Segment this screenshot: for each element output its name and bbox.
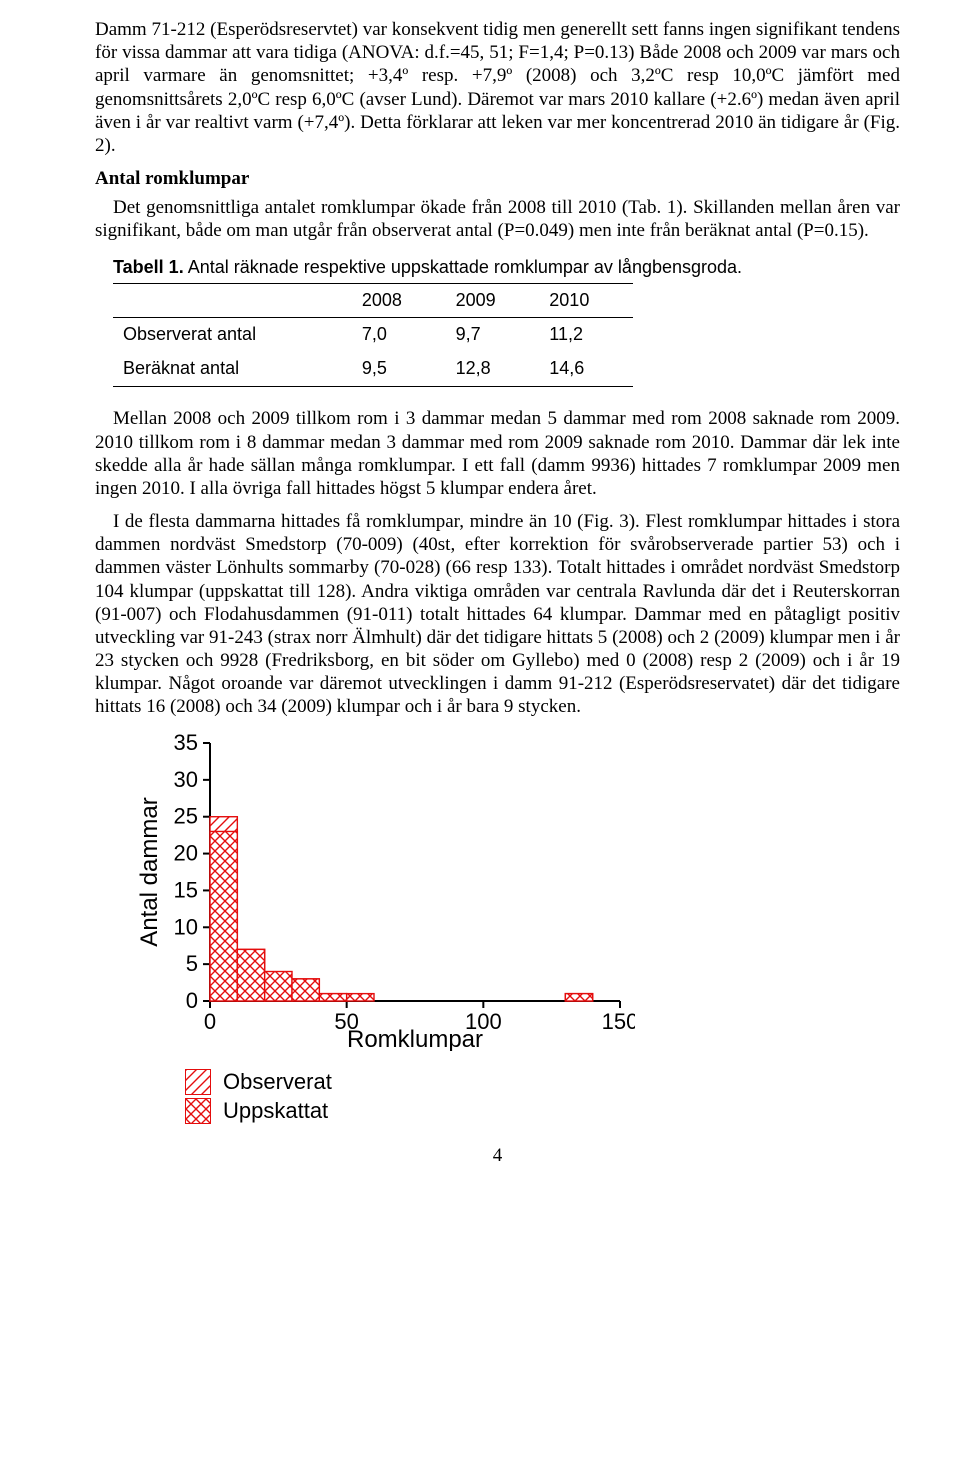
table-caption: Tabell 1. Antal räknade respektive uppsk… (95, 257, 900, 279)
svg-text:10: 10 (174, 914, 198, 939)
chart-svg: 05101520253035050100150Antal dammarRomkl… (135, 731, 635, 1051)
td: 7,0 (352, 318, 446, 352)
chart-legend: Observerat Uppskattat (185, 1067, 900, 1126)
th-2008: 2008 (352, 283, 446, 318)
table-romklumpar: 2008 2009 2010 Observerat antal 7,0 9,7 … (113, 283, 633, 388)
table-row: Beräknat antal 9,5 12,8 14,6 (113, 352, 633, 386)
td: 11,2 (539, 318, 633, 352)
page-number: 4 (95, 1144, 900, 1167)
svg-text:0: 0 (186, 988, 198, 1013)
svg-text:Antal dammar: Antal dammar (136, 797, 163, 946)
body-paragraph: I de flesta dammarna hittades få romklum… (95, 510, 900, 719)
svg-text:0: 0 (204, 1009, 216, 1034)
section-heading-antal: Antal romklumpar (95, 167, 900, 190)
th-blank (113, 283, 352, 318)
svg-text:30: 30 (174, 766, 198, 791)
legend-swatch-diag (185, 1069, 211, 1095)
legend-swatch-cross (185, 1098, 211, 1124)
histogram-chart: 05101520253035050100150Antal dammarRomkl… (135, 731, 900, 1057)
svg-text:15: 15 (174, 877, 198, 902)
body-paragraph: Det genomsnittliga antalet romklumpar ök… (95, 196, 900, 242)
svg-text:35: 35 (174, 731, 198, 755)
td-label: Beräknat antal (113, 352, 352, 386)
td: 14,6 (539, 352, 633, 386)
td: 12,8 (446, 352, 540, 386)
svg-text:25: 25 (174, 803, 198, 828)
table-caption-label: Tabell 1. (113, 257, 184, 277)
th-2009: 2009 (446, 283, 540, 318)
table-row: Observerat antal 7,0 9,7 11,2 (113, 318, 633, 352)
svg-text:20: 20 (174, 840, 198, 865)
th-2010: 2010 (539, 283, 633, 318)
body-paragraph: Mellan 2008 och 2009 tillkom rom i 3 dam… (95, 407, 900, 500)
table-header-row: 2008 2009 2010 (113, 283, 633, 318)
td: 9,7 (446, 318, 540, 352)
legend-item-observerat: Observerat (185, 1067, 900, 1097)
svg-text:5: 5 (186, 951, 198, 976)
svg-text:150: 150 (602, 1009, 635, 1034)
body-paragraph: Damm 71-212 (Esperödsreservtet) var kons… (95, 18, 900, 157)
table-caption-text: Antal räknade respektive uppskattade rom… (184, 257, 742, 277)
legend-item-uppskattat: Uppskattat (185, 1096, 900, 1126)
td-label: Observerat antal (113, 318, 352, 352)
legend-label: Observerat (223, 1067, 332, 1097)
svg-text:Romklumpar: Romklumpar (347, 1026, 483, 1051)
legend-label: Uppskattat (223, 1096, 328, 1126)
td: 9,5 (352, 352, 446, 386)
